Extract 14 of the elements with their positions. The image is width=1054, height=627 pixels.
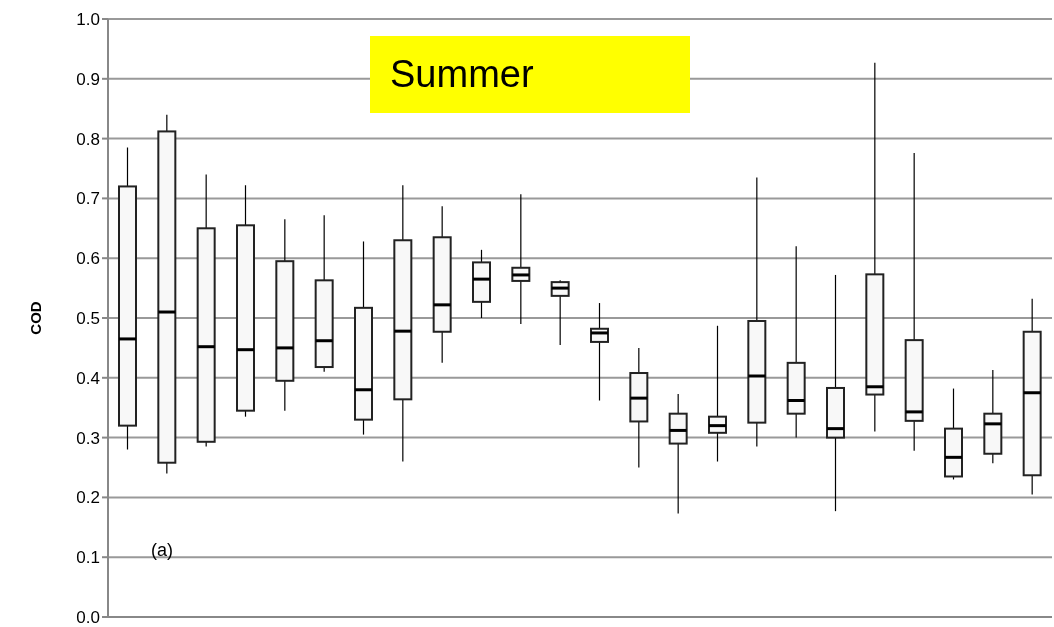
y-tick-label: 0.7	[76, 189, 100, 209]
y-tick-label: 0.2	[76, 488, 100, 508]
y-tick-label: 0.6	[76, 249, 100, 269]
y-tick-label: 0.1	[76, 548, 100, 568]
y-tick-label: 0.4	[76, 368, 100, 388]
y-tick-label: 0.3	[76, 428, 100, 448]
y-tick-label: 0.9	[76, 69, 100, 89]
text: Summer	[390, 53, 534, 96]
y-tick-label: 1.0	[76, 10, 100, 30]
y-axis-title: COD	[27, 301, 45, 335]
y-tick-label: 0.8	[76, 129, 100, 149]
annotation: (a)	[151, 540, 173, 561]
y-tick-label: 0.0	[76, 608, 100, 627]
y-tick-label: 0.5	[76, 309, 100, 329]
